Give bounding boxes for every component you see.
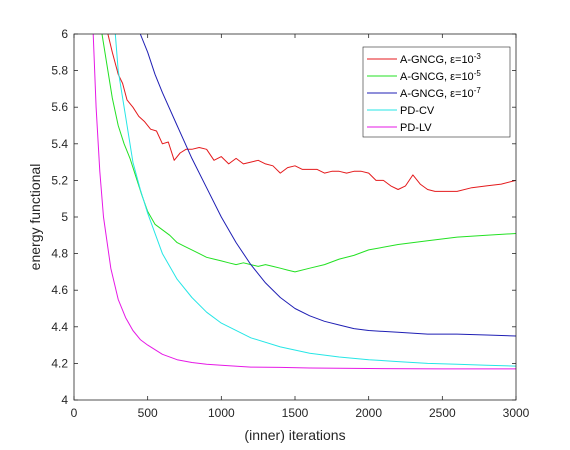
x-tick-label: 500 <box>138 406 158 420</box>
legend-entry-exponent: -3 <box>474 52 482 61</box>
x-axis-label: (inner) iterations <box>244 427 345 443</box>
legend-entry-text: PD-CV <box>400 105 435 117</box>
y-tick-label: 4.6 <box>51 283 68 297</box>
series-line-2 <box>139 34 516 337</box>
x-tick-label: 0 <box>71 406 78 420</box>
y-tick-label: 4.8 <box>51 247 68 261</box>
y-tick-label: 4.2 <box>51 356 68 370</box>
y-tick-label: 5.8 <box>51 64 68 78</box>
legend-entry-2: A-GNCG, ε=10-7 <box>400 86 481 100</box>
series-line-0 <box>107 34 516 192</box>
y-tick-label: 4 <box>61 393 68 407</box>
series-line-3 <box>114 34 516 367</box>
x-tick-label: 2500 <box>429 406 456 420</box>
y-tick-label: 5.6 <box>51 100 68 114</box>
legend: A-GNCG, ε=10-3A-GNCG, ε=10-5A-GNCG, ε=10… <box>362 46 511 138</box>
legend-entry-text: A-GNCG, ε=10 <box>400 54 474 66</box>
legend-box <box>362 46 511 138</box>
x-tick-label: 1000 <box>208 406 235 420</box>
y-tick-label: 5 <box>61 210 68 224</box>
series-layer <box>92 34 516 370</box>
legend-entry-1: A-GNCG, ε=10-5 <box>400 69 481 83</box>
x-tick-label: 2000 <box>355 406 382 420</box>
series-line-4 <box>92 34 516 370</box>
legend-entry-text: A-GNCG, ε=10 <box>400 88 474 100</box>
legend-entry-3: PD-CV <box>400 105 435 117</box>
y-axis-label: energy functional <box>27 164 43 271</box>
x-tick-label: 3000 <box>503 406 530 420</box>
y-tick-label: 5.2 <box>51 173 68 187</box>
y-tick-label: 4.4 <box>51 320 68 334</box>
legend-entry-exponent: -5 <box>474 69 482 78</box>
tick-layer: 0 500 1000 1500 2000 2500 3000 4 4.2 4.4 4.6 4.8 5 5.… <box>51 27 529 420</box>
y-tick-label: 5.4 <box>51 137 68 151</box>
x-tick-label: 1500 <box>282 406 309 420</box>
y-tick-label: 6 <box>61 27 68 41</box>
legend-entry-4: PD-LV <box>400 122 432 134</box>
legend-entry-0: A-GNCG, ε=10-3 <box>400 52 481 66</box>
legend-entry-text: PD-LV <box>400 122 432 134</box>
legend-entry-exponent: -7 <box>474 86 482 95</box>
series-line-1 <box>101 34 516 273</box>
legend-entry-text: A-GNCG, ε=10 <box>400 71 474 83</box>
